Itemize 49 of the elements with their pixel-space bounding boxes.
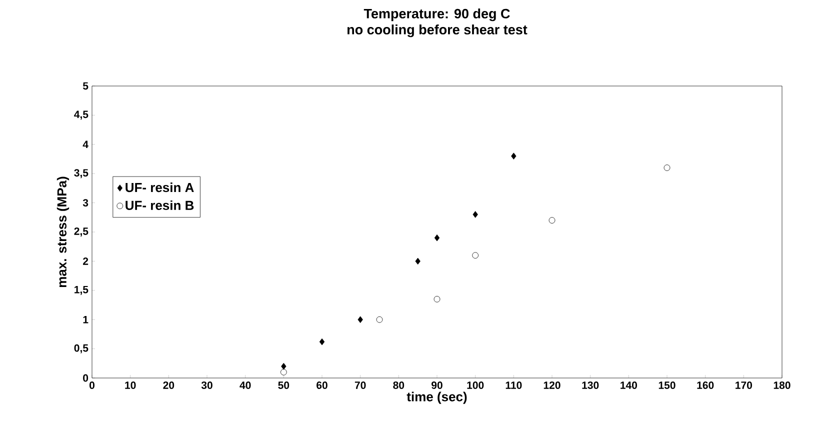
point: [548, 217, 556, 224]
point: [358, 316, 363, 323]
point: [280, 368, 287, 376]
y-axis-title: max. stress (MPa): [56, 176, 70, 288]
y-tick-label: 3,5: [74, 169, 88, 178]
chart-subtitle: no cooling before shear test: [348, 24, 528, 38]
x-tick-label: 170: [736, 382, 752, 389]
y-tick-label: 3: [82, 199, 88, 207]
x-tick-label: 80: [393, 382, 404, 389]
x-tick-label: 20: [163, 382, 174, 389]
x-tick-label: 40: [240, 382, 251, 389]
x-tick-label: 130: [582, 382, 599, 389]
x-tick-label: 90: [432, 382, 442, 389]
x-tick-label: 70: [354, 382, 366, 389]
x-tick-label: 160: [697, 382, 714, 389]
point: [664, 164, 670, 171]
y-tick-label: 0,5: [74, 344, 88, 354]
x-tick-label: 140: [620, 382, 637, 389]
point: [434, 296, 440, 302]
y-tick-label: 0: [83, 374, 88, 382]
point: [472, 252, 479, 259]
point: [511, 152, 516, 160]
x-tick-label: 50: [278, 382, 290, 389]
point: [415, 258, 420, 265]
x-tick-label: 60: [316, 382, 328, 389]
x-tick-label: 30: [201, 382, 212, 389]
legend-label: UF- resin A: [126, 182, 194, 192]
legend-label: UF- resin B: [126, 200, 194, 210]
y-tick-label: 2: [83, 258, 88, 265]
y-tick-label: 2,5: [74, 228, 88, 236]
y-tick-label: 4: [82, 140, 88, 148]
x-tick-label: 10: [125, 382, 136, 389]
x-tick-label: 100: [467, 382, 484, 389]
point: [376, 316, 383, 323]
x-tick-label: 0: [90, 382, 94, 389]
x-tick-label: 180: [774, 382, 790, 389]
point: [281, 362, 286, 370]
x-tick-label: 120: [544, 382, 560, 389]
y-tick-label: 1: [83, 316, 88, 324]
x-axis-title: time (sec): [406, 392, 467, 404]
y-tick-label: 5: [82, 82, 88, 90]
chart-title: Temperature: 90 deg C: [364, 8, 510, 22]
x-tick-label: 150: [658, 382, 676, 389]
point: [319, 338, 325, 346]
point: [434, 234, 440, 242]
point: [472, 211, 478, 218]
x-tick-label: 110: [506, 382, 522, 389]
y-tick-label: 4,5: [74, 110, 88, 120]
y-tick-label: 1,5: [74, 286, 88, 295]
